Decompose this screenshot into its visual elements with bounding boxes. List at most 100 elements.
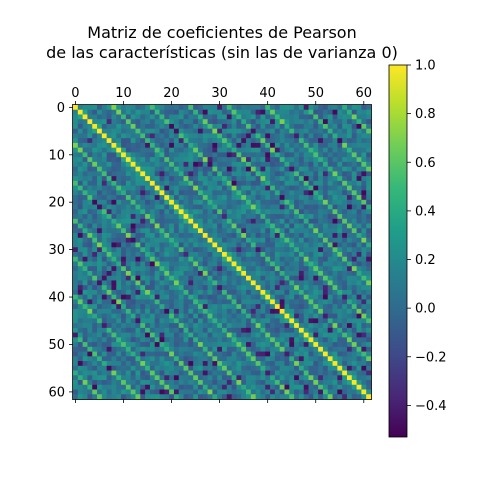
heatmap-cell	[308, 176, 314, 182]
heatmap-cell	[92, 384, 98, 390]
heatmap-cell	[356, 361, 362, 367]
heatmap-cell	[265, 228, 271, 234]
heatmap-cell	[289, 209, 295, 215]
heatmap-cell	[294, 342, 300, 348]
heatmap-cell	[318, 384, 324, 390]
heatmap-cell	[313, 275, 319, 281]
heatmap-cell	[121, 384, 127, 390]
heatmap-cell	[279, 204, 285, 210]
heatmap-cell	[116, 356, 122, 362]
heatmap-cell	[140, 176, 146, 182]
heatmap-cell	[145, 204, 151, 210]
heatmap-cell	[231, 289, 237, 296]
heatmap-cell	[212, 370, 218, 376]
heatmap-cell	[308, 204, 314, 210]
heatmap-cell	[226, 370, 233, 376]
heatmap-cell	[342, 209, 348, 215]
heatmap-cell	[279, 166, 285, 172]
heatmap-cell	[188, 152, 194, 158]
heatmap-cell	[212, 280, 218, 286]
heatmap-cell	[241, 119, 247, 125]
heatmap-cell	[111, 233, 117, 239]
heatmap-cell	[82, 365, 88, 371]
heatmap-cell	[255, 123, 261, 130]
heatmap-cell	[169, 299, 175, 305]
heatmap-cell	[154, 384, 160, 390]
heatmap-cell	[327, 233, 333, 239]
heatmap-cell	[121, 332, 127, 338]
heatmap-cell	[226, 351, 233, 357]
heatmap-cell	[197, 327, 204, 334]
heatmap-cell	[145, 356, 151, 362]
heatmap-cell	[87, 285, 93, 291]
heatmap-cell	[164, 384, 170, 390]
heatmap-cell	[318, 119, 324, 125]
heatmap-cell	[121, 204, 127, 210]
heatmap-cell	[250, 356, 257, 362]
heatmap-cell	[294, 133, 300, 139]
heatmap-cell	[236, 190, 242, 196]
heatmap-cell	[356, 223, 362, 229]
heatmap-cell	[260, 308, 266, 315]
heatmap-cell	[236, 152, 242, 158]
heatmap-cell	[298, 123, 305, 130]
heatmap-cell	[289, 285, 295, 291]
heatmap-cell	[73, 237, 79, 243]
heatmap-cell	[346, 266, 353, 272]
heatmap-cell	[327, 133, 333, 139]
heatmap-cell	[298, 218, 305, 224]
heatmap-cell	[145, 157, 151, 163]
heatmap-cell	[294, 142, 300, 149]
heatmap-cell	[130, 247, 136, 253]
heatmap-cell	[183, 256, 189, 262]
heatmap-cell	[351, 318, 357, 324]
heatmap-cell	[188, 195, 194, 201]
heatmap-cell	[202, 242, 208, 248]
heatmap-cell	[106, 195, 112, 201]
heatmap-cell	[178, 365, 184, 371]
heatmap-cell	[322, 147, 329, 153]
heatmap-cell	[130, 228, 136, 234]
heatmap-cell	[87, 351, 93, 357]
heatmap-cell	[202, 327, 208, 334]
heatmap-cell	[322, 332, 329, 338]
heatmap-cell	[183, 214, 189, 220]
heatmap-cell	[313, 161, 319, 168]
heatmap-cell	[356, 180, 362, 187]
heatmap-cell	[188, 337, 194, 343]
heatmap-cell	[279, 266, 285, 272]
heatmap-cell	[169, 323, 175, 329]
heatmap-cell	[116, 109, 122, 115]
heatmap-cell	[197, 133, 204, 139]
heatmap-cell	[313, 223, 319, 229]
heatmap-cell	[169, 365, 175, 371]
heatmap-cell	[255, 180, 261, 187]
heatmap-cell	[145, 185, 151, 191]
heatmap-cell	[294, 337, 300, 343]
heatmap-cell	[356, 275, 362, 281]
heatmap-cell	[193, 304, 199, 310]
heatmap-cell	[106, 171, 112, 177]
heatmap-cell	[178, 313, 184, 319]
heatmap-cell	[346, 365, 353, 371]
heatmap-cell	[327, 176, 333, 182]
heatmap-cell	[246, 370, 252, 376]
heatmap-cell	[346, 332, 353, 338]
heatmap-cell	[121, 280, 127, 286]
heatmap-cell	[284, 233, 290, 239]
heatmap-cell	[303, 361, 309, 367]
heatmap-cell	[116, 380, 122, 386]
heatmap-cell	[106, 185, 112, 191]
heatmap-cell	[140, 313, 146, 319]
heatmap-cell	[159, 285, 165, 291]
heatmap-cell	[97, 275, 103, 281]
heatmap-cell	[289, 332, 295, 338]
heatmap-cell	[318, 242, 324, 248]
heatmap-cell	[337, 275, 343, 281]
heatmap-cell	[77, 323, 84, 329]
heatmap-cell	[231, 323, 237, 329]
heatmap-cell	[121, 128, 127, 134]
heatmap-cell	[188, 180, 194, 187]
heatmap-cell	[294, 266, 300, 272]
heatmap-cell	[279, 176, 285, 182]
